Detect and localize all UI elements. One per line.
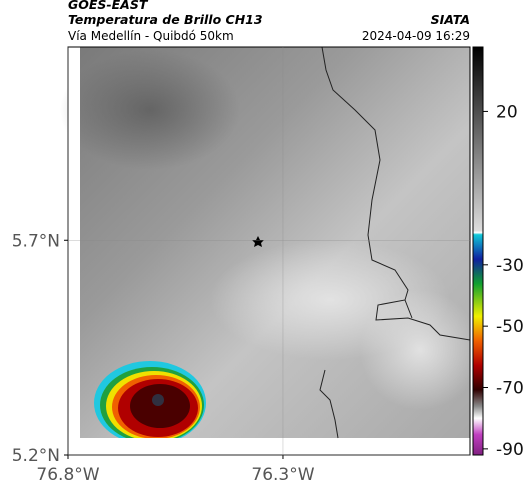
product: Temperatura de Brillo CH13 <box>68 12 263 27</box>
satellite: GOES-EAST <box>68 0 149 12</box>
colorbar-tick-label: -50 <box>496 317 524 337</box>
x-tick-label: 76.8°W <box>36 465 99 485</box>
y-tick-label: 5.7°N <box>12 231 60 251</box>
satellite-image <box>60 46 480 455</box>
source: SIATA <box>431 12 470 27</box>
storm-cell <box>94 361 206 445</box>
cloud-light <box>360 290 480 410</box>
x-tick-label: 76.3°W <box>251 465 314 485</box>
colorbar-tick-label: -70 <box>496 379 524 399</box>
location-marker <box>252 236 264 247</box>
cloud-dark <box>60 50 240 170</box>
colorbar-tick-label: 20 <box>496 102 518 122</box>
colorbar <box>472 46 484 456</box>
colorbar-tick-label: -90 <box>496 440 524 460</box>
y-tick-label: 5.2°N <box>12 446 60 466</box>
route: Vía Medellín - Quibdó 50km <box>68 29 234 43</box>
timestamp: 2024-04-09 16:29 <box>362 29 470 43</box>
boundary <box>319 46 471 439</box>
colorbar-tick-label: -30 <box>496 256 524 276</box>
